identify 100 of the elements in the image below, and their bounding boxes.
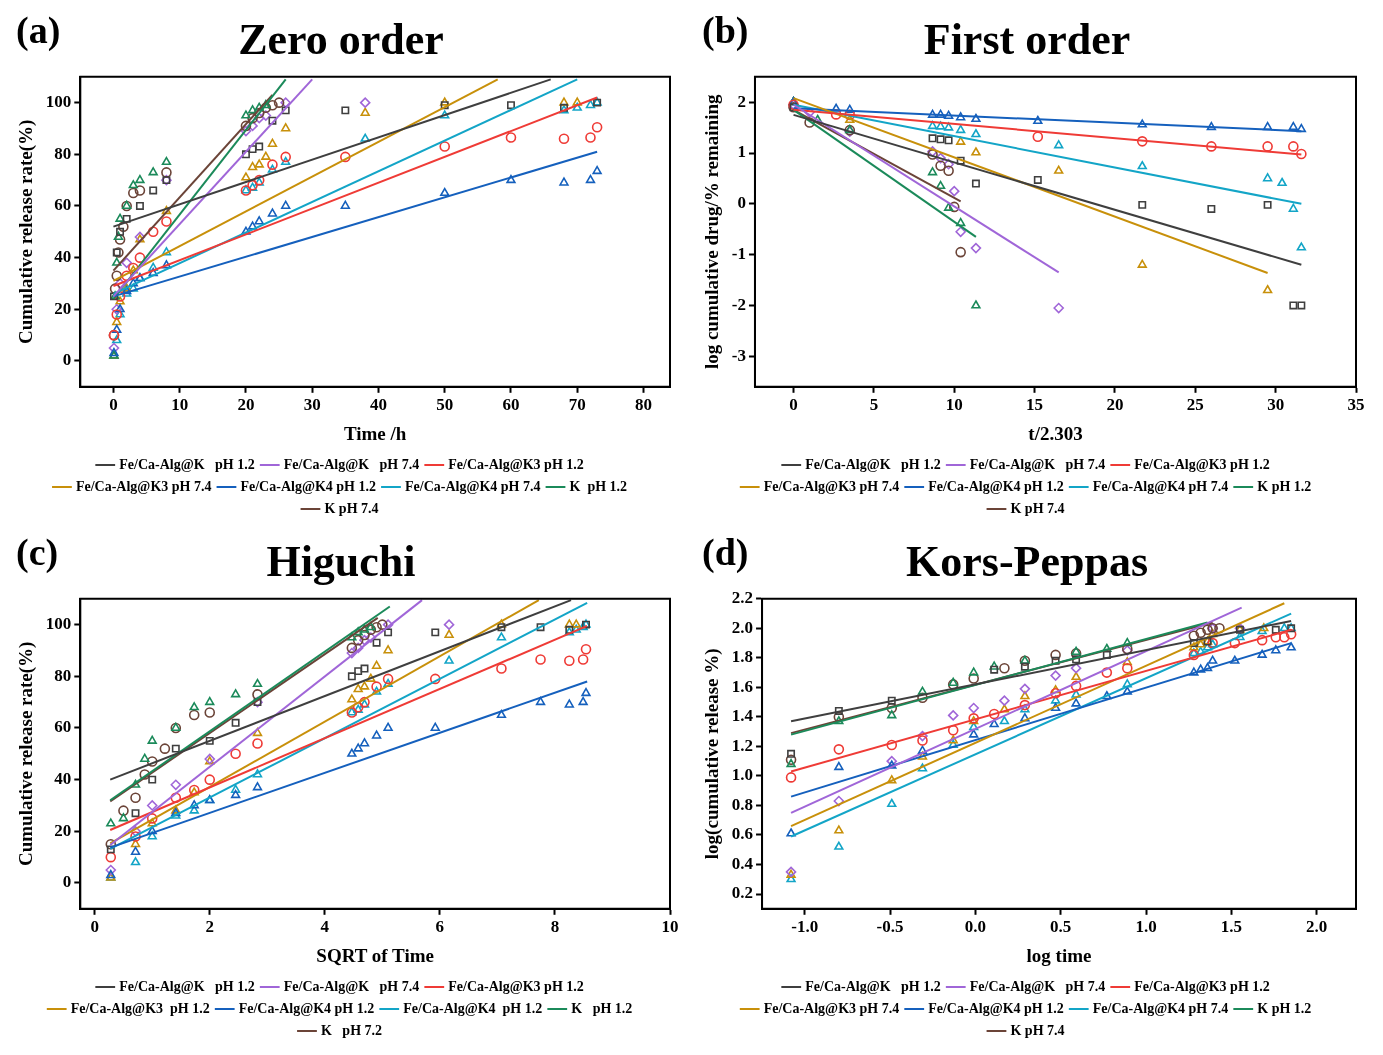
legend-label: Fe/Ca-Alg@K pH 1.2 [119,978,255,994]
y-tick-label: 60 [54,195,72,215]
y-axis-title: Cumulative release rate(%) [15,641,38,867]
x-tick-label: 30 [1267,395,1285,415]
y-tick-label: 2 [737,91,746,111]
legend-label: K pH 7.4 [324,500,379,516]
legend-label: K pH 7.4 [1010,1022,1065,1038]
x-tick-label: 70 [568,395,586,415]
legend-label: K pH 1.2 [1257,478,1312,494]
legend-label: K pH 1.2 [571,1000,633,1016]
x-tick-label: 60 [502,395,520,415]
legend-label: K pH 1.2 [1257,1000,1312,1016]
legend-label: K pH 7.4 [1010,500,1065,516]
x-tick-label: 2 [205,917,214,937]
text: (d) [702,530,749,574]
y-tick-label: 1.6 [731,676,754,696]
y-tick-label: -3 [731,345,746,365]
y-tick-label: 1.2 [731,735,754,755]
y-tick-label: 100 [45,92,72,112]
y-tick-label: 60 [54,717,72,737]
x-tick-label: 8 [550,917,560,937]
y-tick-label: 0 [62,350,72,370]
x-tick-label: 0.5 [1050,917,1072,937]
legend-label: Fe/Ca-Alg@K3 pH 1.2 [1134,456,1270,472]
x-tick-label: 80 [635,395,652,415]
y-tick-label: -1 [731,244,746,264]
legend-label: Fe/Ca-Alg@K3 pH 1.2 [448,978,584,994]
y-tick-label: 40 [54,247,72,267]
legend-label: Fe/Ca-Alg@K4 pH 1.2 [238,1000,375,1016]
x-tick-label: 0.0 [964,917,987,937]
legend-label: K pH 1.2 [569,478,628,494]
y-axis-title: Cumulative release rate(%) [15,119,38,345]
y-tick-label: 0 [62,872,72,892]
x-tick-label: 20 [1106,395,1124,415]
text: (a) [16,8,61,52]
x-tick-label: 10 [171,395,189,415]
x-tick-label: 1.0 [1135,917,1157,937]
legend-label: Fe/Ca-Alg@K4 pH 1.2 [240,478,376,494]
legend-label: Fe/Ca-Alg@K3 pH 7.4 [763,1000,900,1016]
y-tick-label: 2.0 [731,617,754,637]
x-tick-label: 50 [436,395,454,415]
y-tick-label: -2 [731,294,746,314]
x-tick-label: -0.5 [876,917,904,937]
x-tick-label: 10 [661,917,679,937]
y-tick-label: 0.4 [731,853,754,873]
legend-label: K pH 7.2 [320,1022,383,1038]
legend-label: Fe/Ca-Alg@K pH 1.2 [119,456,255,472]
legend-label: Fe/Ca-Alg@K4 pH 1.2 [928,478,1064,494]
y-tick-label: 1.8 [731,647,754,667]
y-tick-label: 80 [54,665,72,685]
y-tick-label: 40 [54,769,72,789]
y-tick-label: 100 [45,614,72,634]
chart-title: Zero order [238,14,444,64]
x-tick-label: 30 [303,395,321,415]
legend-label: Fe/Ca-Alg@K4 pH 1.2 [928,1000,1064,1016]
chart-title: Kors-Peppas [906,536,1148,586]
x-axis-title: SQRT of Time [316,944,434,966]
x-tick-label: 1.5 [1220,917,1243,937]
x-tick-label: 15 [1026,395,1044,415]
legend-label: Fe/Ca-Alg@K pH 7.4 [969,978,1106,994]
legend-label: Fe/Ca-Alg@K pH 7.4 [969,456,1106,472]
y-tick-label: 2.2 [731,588,754,608]
x-tick-label: -1.0 [791,917,819,937]
y-tick-label: 1 [737,142,746,162]
legend-label: Fe/Ca-Alg@K3 pH 7.4 [75,478,212,494]
text: (c) [16,530,59,574]
x-axis-title: Time /h [343,422,407,444]
legend-label: Fe/Ca-Alg@K3 pH 7.4 [763,478,900,494]
x-tick-label: 6 [435,917,445,937]
y-tick-label: 20 [54,298,72,318]
text: (b) [702,8,749,52]
legend-label: Fe/Ca-Alg@K4 pH 7.4 [404,478,541,494]
chart-title: First order [923,14,1131,64]
x-tick-label: 4 [320,917,330,937]
legend-label: Fe/Ca-Alg@K3 pH 1.2 [448,456,584,472]
y-axis-title: log(cumulative release %) [701,648,724,860]
x-axis-title: log time [1026,944,1092,966]
legend-label: Fe/Ca-Alg@K4 pH 1.2 [403,1000,543,1016]
legend-label: Fe/Ca-Alg@K pH 1.2 [805,456,941,472]
x-axis-title: t/2.303 [1028,422,1083,444]
y-tick-label: 1.0 [731,765,754,785]
y-tick-label: 80 [54,143,72,163]
x-tick-label: 0 [789,395,798,415]
legend-label: Fe/Ca-Alg@K pH 1.2 [805,978,941,994]
x-tick-label: 25 [1186,395,1204,415]
x-tick-label: 40 [369,395,387,415]
legend-label: Fe/Ca-Alg@K pH 7.4 [283,456,420,472]
y-tick-label: 0.6 [731,824,754,844]
y-axis-title: log cumulative drug/% remaining [701,93,723,370]
y-tick-label: 0 [737,193,746,213]
legend-label: Fe/Ca-Alg@K pH 7.4 [283,978,420,994]
x-tick-label: 5 [869,395,879,415]
legend-label: Fe/Ca-Alg@K4 pH 7.4 [1092,478,1229,494]
chart-title: Higuchi [266,536,416,586]
legend-label: Fe/Ca-Alg@K4 pH 7.4 [1092,1000,1229,1016]
x-tick-label: 0 [109,395,118,415]
x-tick-label: 35 [1347,395,1365,415]
legend-label: Fe/Ca-Alg@K3 pH 1.2 [1134,978,1270,994]
x-tick-label: 10 [945,395,963,415]
y-tick-label: 20 [54,820,72,840]
